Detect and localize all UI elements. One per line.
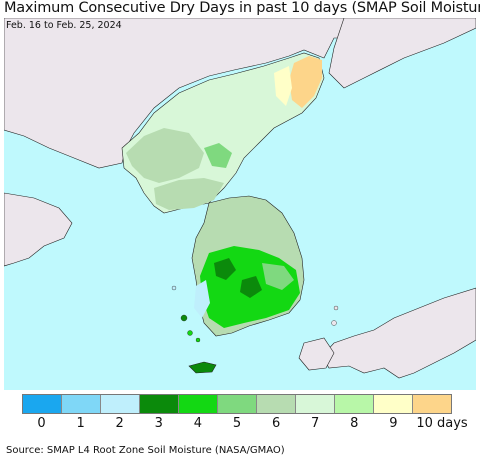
sk-jeju	[188, 361, 217, 374]
legend-swatch-8	[335, 395, 374, 413]
legend-tick-label: 1	[76, 416, 85, 431]
legend-swatch-0	[23, 395, 62, 413]
legend-swatch-9	[374, 395, 413, 413]
nk-south-zone	[154, 178, 224, 210]
legend-tick-label: 6	[271, 416, 281, 431]
land-china-shandong	[4, 192, 73, 267]
map-title: Maximum Consecutive Dry Days in past 10 …	[4, 0, 480, 16]
legend-swatch-6	[257, 395, 296, 413]
legend-tick-label: 4	[193, 416, 203, 431]
island	[171, 285, 177, 291]
legend-tick-labels: 0 1 2 3 4 5 6 7 8 9 10 days	[22, 416, 467, 434]
nk-green-patch	[204, 143, 232, 168]
island	[331, 320, 337, 326]
land-japan	[321, 287, 476, 379]
legend-tick-label: 3	[154, 416, 163, 431]
land-japan-kyushu	[298, 337, 335, 371]
sk-mid-green	[262, 263, 294, 290]
legend-tick-label: 7	[311, 416, 320, 431]
legend-tick-label: 8	[350, 416, 359, 431]
sk-dark-green-1	[214, 258, 236, 280]
map	[4, 18, 476, 390]
land-russia	[328, 18, 476, 89]
legend-tick-label: 2	[115, 416, 124, 431]
legend-tick-label: 5	[232, 416, 242, 431]
dry-zone-ne	[289, 56, 322, 108]
legend-swatch-2	[101, 395, 140, 413]
legend-tick-label: 0	[37, 416, 46, 431]
nk-west-zone	[126, 128, 204, 183]
legend-tick-label: 9	[389, 416, 398, 431]
island	[333, 305, 339, 311]
legend-swatch-10	[413, 395, 451, 413]
color-legend	[22, 394, 452, 414]
legend-swatch-1	[62, 395, 101, 413]
legend-swatch-4	[179, 395, 218, 413]
legend-swatch-3	[140, 395, 179, 413]
sk-dark-green-2	[240, 276, 262, 298]
island	[187, 330, 193, 336]
legend-swatch-5	[218, 395, 257, 413]
dry-zone-ne-2	[274, 66, 292, 106]
date-range: Feb. 16 to Feb. 25, 2024	[6, 20, 122, 31]
sk-light-west	[194, 280, 210, 318]
island	[195, 337, 201, 343]
legend-swatch-7	[296, 395, 335, 413]
legend-tick-label: 10 days	[416, 416, 468, 431]
source-credit: Source: SMAP L4 Root Zone Soil Moisture …	[6, 445, 285, 456]
island	[180, 314, 188, 322]
